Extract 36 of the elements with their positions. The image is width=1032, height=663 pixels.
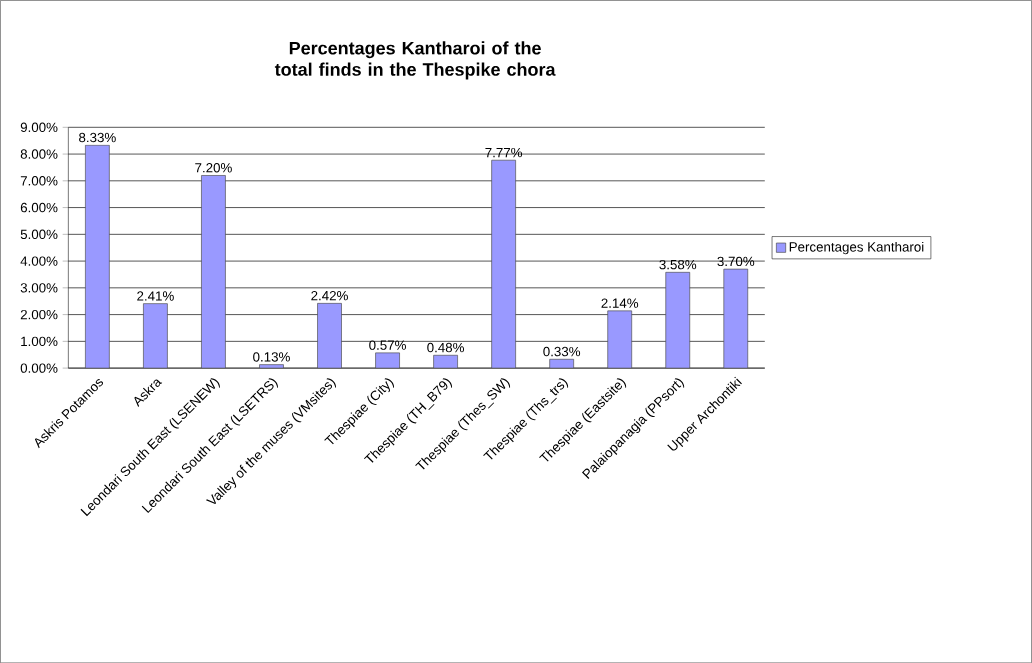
data-label: 2.42% (311, 290, 348, 301)
data-label: 2.41% (137, 291, 174, 301)
y-tick-label: 9.00% (20, 122, 58, 132)
bar (259, 364, 284, 368)
bar (549, 358, 575, 368)
data-label: 8.33% (79, 132, 116, 143)
data-label: 3.58% (659, 259, 697, 270)
data-label: 2.14% (601, 298, 639, 308)
data-label: 7.77% (485, 147, 523, 158)
y-tick-label: 5.00% (20, 229, 58, 239)
data-label: 0.57% (369, 340, 406, 350)
data-label: 0.48% (427, 342, 465, 353)
y-tick-label: 2.00% (20, 309, 58, 320)
y-tick-label: 0.00% (20, 363, 58, 373)
data-label: 0.33% (543, 346, 581, 357)
y-tick-label: 3.00% (20, 282, 58, 293)
legend-label: Percentages Kantharoi (789, 241, 924, 255)
bar (375, 352, 400, 368)
y-tick-label: 8.00% (20, 149, 58, 159)
bar (143, 303, 168, 368)
chart-title: Percentages Kantharoi of the total finds in the Thespike chora (274, 41, 556, 80)
bar (607, 310, 633, 368)
y-tick-label: 7.00% (20, 175, 58, 186)
y-tick-label: 1.00% (21, 336, 58, 346)
y-tick-label: 4.00% (20, 256, 58, 266)
data-label: 0.13% (253, 352, 290, 362)
bar (85, 144, 110, 368)
y-tick-label: 6.00% (20, 202, 58, 213)
bar (317, 302, 342, 368)
data-label: 7.20% (195, 162, 232, 173)
bar (201, 174, 226, 368)
bar (723, 268, 749, 368)
bar (491, 159, 516, 368)
bar (665, 271, 691, 368)
data-label: 3.70% (717, 256, 755, 266)
bar (433, 354, 458, 368)
